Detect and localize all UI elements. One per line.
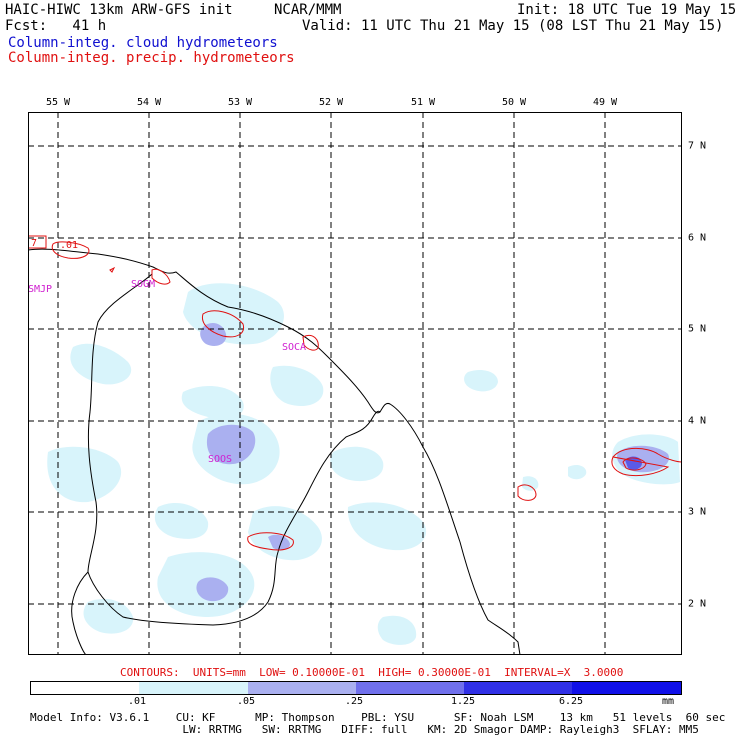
- forecast-map: SMJP SOGM SOCA SOOS 7 .01: [28, 112, 682, 655]
- valid-time: Valid: 11 UTC Thu 21 May 15 (08 LST Thu …: [302, 18, 724, 34]
- contours-info: CONTOURS: UNITS=mm LOW= 0.10000E-01 HIGH…: [120, 666, 624, 679]
- field-precip-label: Column-integ. precip. hydrometeors: [8, 50, 295, 66]
- lat-label-6n: 6 N: [688, 232, 707, 244]
- map-frame: [28, 112, 682, 655]
- lat-lon-grid: [28, 112, 682, 655]
- field-cloud-label: Column-integ. cloud hydrometeors: [8, 35, 278, 51]
- contour-label-01: .01: [60, 240, 78, 251]
- lat-label-4n: 4 N: [688, 415, 707, 427]
- colorbar-units: mm: [661, 696, 675, 707]
- contour-labels: 7 .01: [31, 238, 78, 251]
- lat-label-5n: 5 N: [688, 323, 707, 335]
- lon-label-55w: 55 W: [45, 97, 71, 108]
- model-info-line2: LW: RRTMG SW: RRTMG DIFF: full KM: 2D Sm…: [30, 723, 699, 736]
- lon-label-51w: 51 W: [410, 97, 436, 108]
- lat-label-3n: 3 N: [688, 506, 707, 518]
- colorbar: [30, 681, 682, 695]
- station-soos: SOOS: [208, 454, 232, 465]
- init-time: Init: 18 UTC Tue 19 May 15: [517, 2, 737, 18]
- lon-label-49w: 49 W: [592, 97, 618, 108]
- station-sogm: SOGM: [131, 279, 155, 290]
- model-title: HAIC-HIWC 13km ARW-GFS init: [5, 2, 233, 18]
- colorbar-seg-4: [464, 682, 573, 694]
- cloud-fill-light: [47, 283, 680, 645]
- station-labels: SMJP SOGM SOCA SOOS: [28, 279, 306, 465]
- precip-contours: [28, 235, 682, 551]
- colorbar-seg-3: [355, 682, 465, 694]
- colorbar-seg-2: [247, 682, 356, 694]
- lat-label-7n: 7 N: [688, 140, 707, 152]
- contour-label-7: 7: [31, 238, 37, 249]
- colorbar-label-0: .01: [127, 696, 147, 707]
- colorbar-seg-0: [31, 682, 140, 694]
- colorbar-label-4: 6.25: [558, 696, 584, 707]
- colorbar-label-3: 1.25: [450, 696, 476, 707]
- coastline: [28, 248, 521, 655]
- colorbar-label-2: .25: [344, 696, 364, 707]
- lon-label-50w: 50 W: [501, 97, 527, 108]
- colorbar-label-1: .05: [236, 696, 256, 707]
- colorbar-seg-5: [572, 682, 681, 694]
- station-smjp: SMJP: [28, 284, 52, 295]
- lon-label-54w: 54 W: [136, 97, 162, 108]
- colorbar-seg-1: [139, 682, 248, 694]
- station-soca: SOCA: [282, 342, 306, 353]
- org-label: NCAR/MMM: [274, 2, 342, 18]
- model-info-line1: Model Info: V3.6.1 CU: KF MP: Thompson P…: [30, 711, 726, 724]
- lon-label-53w: 53 W: [227, 97, 253, 108]
- lat-label-2n: 2 N: [688, 598, 707, 610]
- forecast-hour: Fcst: 41 h: [5, 18, 107, 34]
- lon-label-52w: 52 W: [318, 97, 344, 108]
